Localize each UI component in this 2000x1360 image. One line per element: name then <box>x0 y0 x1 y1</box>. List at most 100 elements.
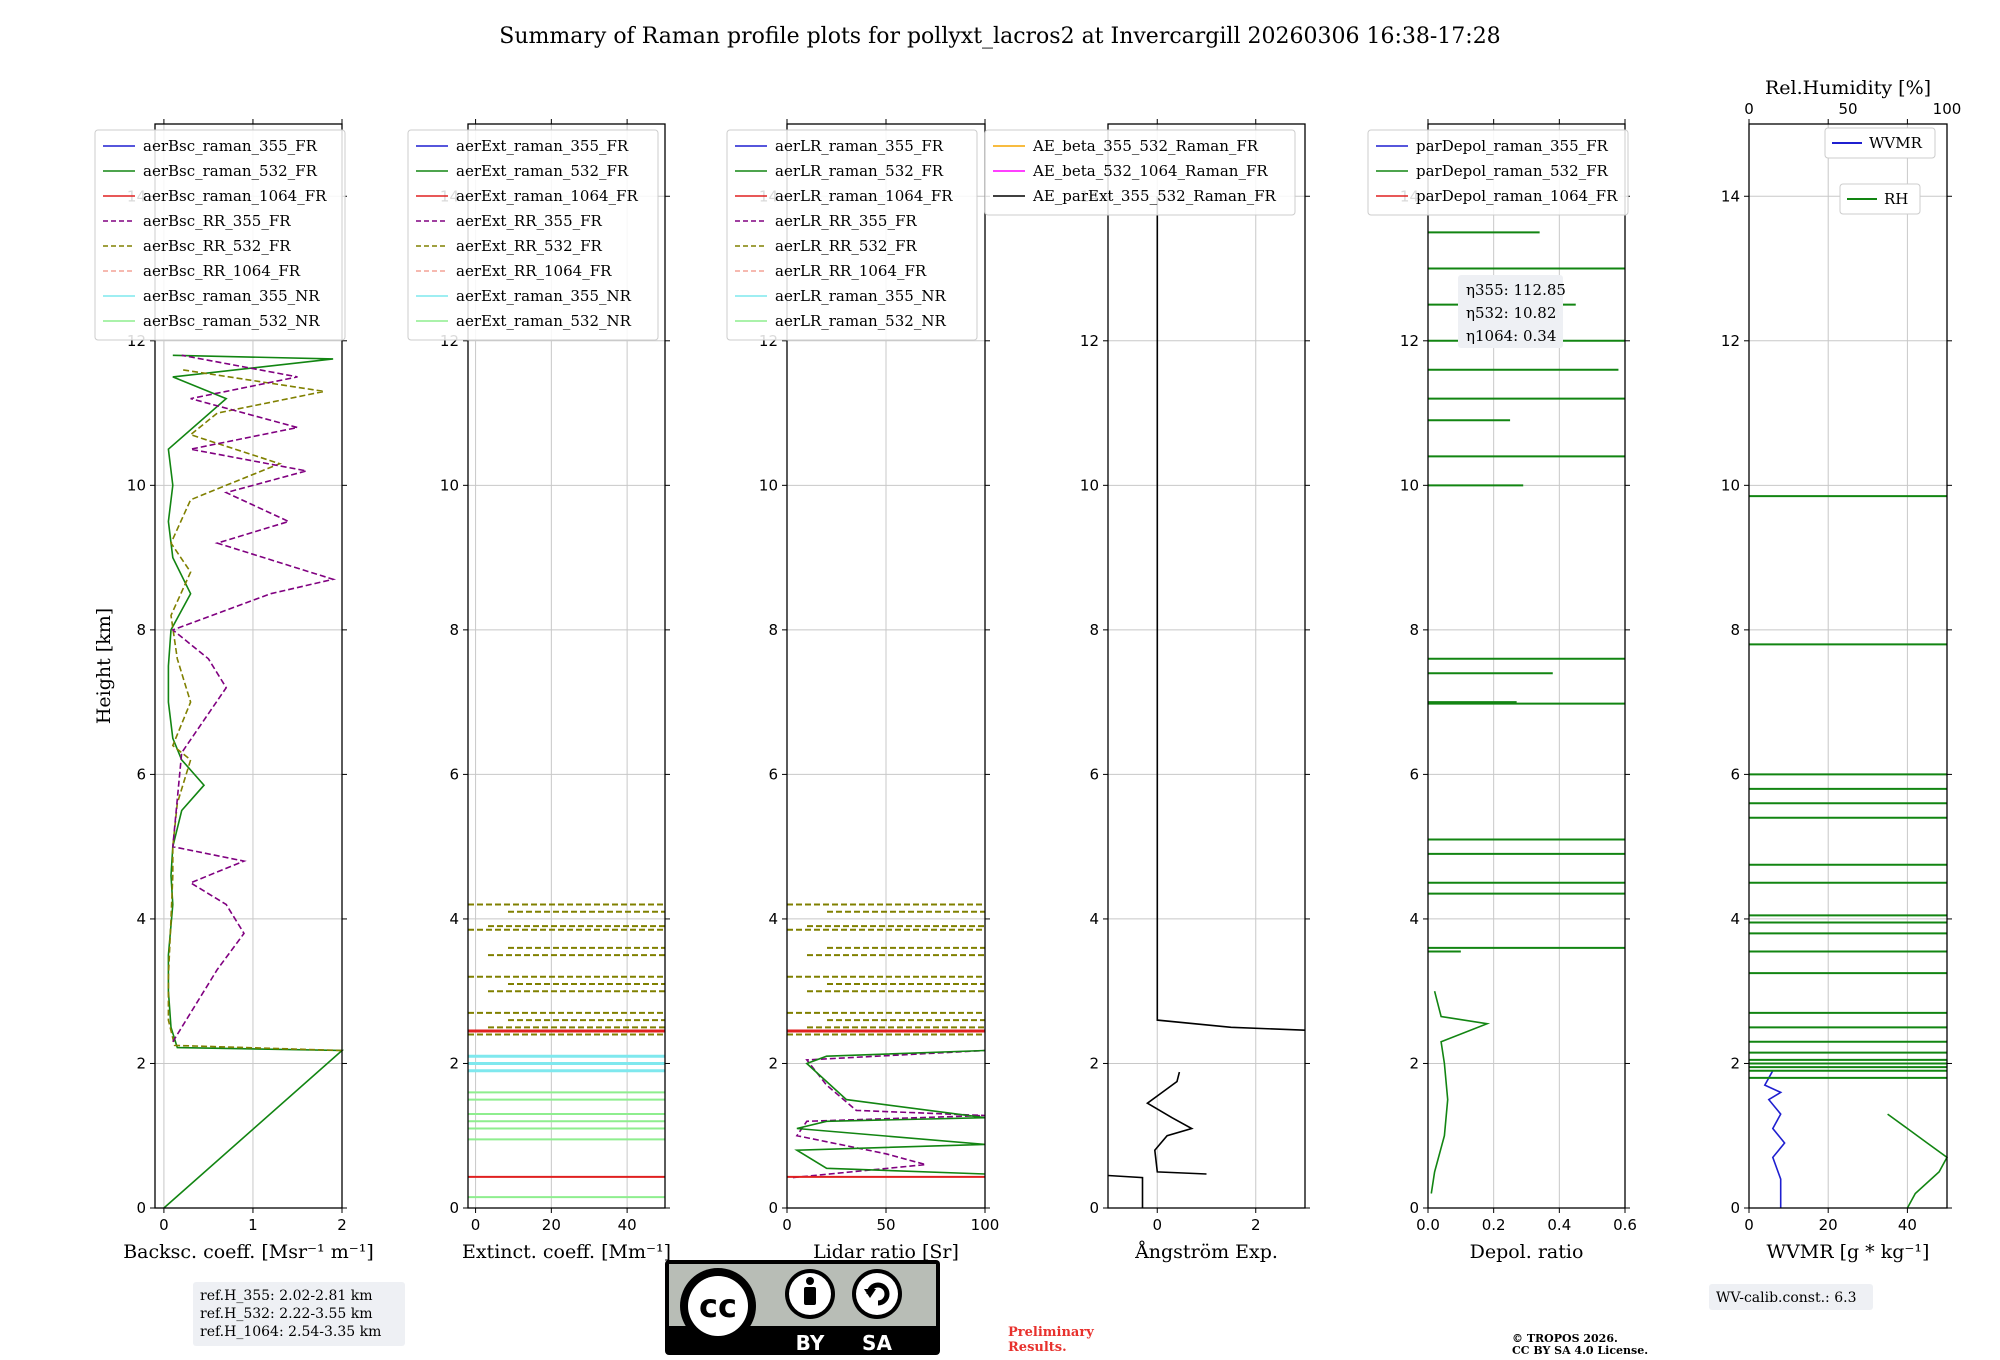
legend-label: aerLR_raman_532_FR <box>775 162 944 180</box>
panel-backscatter: 02468101214012Backsc. coeff. [Msr⁻¹ m⁻¹]… <box>93 119 374 1263</box>
eta-annotation: η355: 112.85 η532: 10.82 η1064: 0.34 <box>1458 275 1566 348</box>
x-tick-label: 0 <box>1152 1216 1162 1234</box>
preliminary-line-1: Preliminary <box>1008 1325 1094 1340</box>
legend-label: AE_beta_355_532_Raman_FR <box>1032 137 1259 155</box>
legend-label: aerBsc_raman_1064_FR <box>143 187 327 205</box>
y-tick-label: 6 <box>1409 765 1419 783</box>
y-tick-label: 14 <box>1721 187 1740 205</box>
y-tick-label: 8 <box>1089 621 1099 639</box>
series-aerBsc_raman_532_FR <box>163 354 345 1209</box>
legend-label: aerBsc_RR_355_FR <box>143 212 291 230</box>
y-tick-label: 8 <box>768 621 778 639</box>
legend-box <box>1839 183 1921 215</box>
legend-label: aerLR_RR_1064_FR <box>775 262 927 280</box>
legend-label: aerExt_RR_532_FR <box>456 237 603 255</box>
panel-lidar_ratio: 02468101214050100Lidar ratio [Sr]aerLR_r… <box>726 119 1000 1263</box>
series-RH <box>1887 1113 1949 1209</box>
y-tick-label: 0 <box>768 1199 778 1217</box>
y-tick-label: 12 <box>1721 332 1740 350</box>
y-tick-label: 8 <box>449 621 459 639</box>
y-tick-label: 2 <box>1089 1054 1099 1072</box>
series-aerBsc_RR_355_FR <box>171 354 337 1043</box>
preliminary-line-2: Results. <box>1008 1340 1067 1355</box>
legend-label: parDepol_raman_355_FR <box>1416 137 1609 155</box>
x-tick-label: 50 <box>876 1216 895 1234</box>
series-WVMR <box>1763 1070 1786 1208</box>
legend-label: parDepol_raman_532_FR <box>1416 162 1609 180</box>
y-tick-label: 6 <box>1089 765 1099 783</box>
ref-height-355: ref.H_355: 2.02-2.81 km <box>200 1288 373 1304</box>
x-tick-label: 0 <box>782 1216 792 1234</box>
y-tick-label: 2 <box>1730 1054 1740 1072</box>
x-tick-label: 20 <box>1819 1216 1838 1234</box>
x-tick-label: 0 <box>1744 1216 1754 1234</box>
legend-label: aerBsc_raman_355_NR <box>143 287 320 305</box>
axes-frame <box>1107 123 1306 1209</box>
ref-height-1064: ref.H_1064: 2.54-3.35 km <box>200 1324 381 1340</box>
legend-label: aerBsc_RR_1064_FR <box>143 262 301 280</box>
legend-label: aerExt_raman_355_NR <box>456 287 632 305</box>
y-tick-label: 8 <box>1409 621 1419 639</box>
y-tick-label: 10 <box>127 476 146 494</box>
annotation-line: η1064: 0.34 <box>1466 327 1556 345</box>
legend: aerBsc_raman_355_FR aerBsc_raman_532_FRae… <box>94 129 346 341</box>
x-tick-label: 0.4 <box>1547 1216 1571 1234</box>
legend-label: aerLR_RR_355_FR <box>775 212 917 230</box>
y-tick-label: 4 <box>1089 910 1099 928</box>
y-tick-label: 0 <box>136 1199 146 1217</box>
top-axis-label: Rel.Humidity [%] <box>1765 77 1931 99</box>
legend-label: aerExt_raman_1064_FR <box>456 187 638 205</box>
x-tick-label: 100 <box>971 1216 1000 1234</box>
y-tick-label: 10 <box>759 476 778 494</box>
legend-box <box>407 129 659 341</box>
panel-angstrom: 0246810121402Ångström Exp.AE_beta_355_53… <box>984 119 1310 1263</box>
legend: aerExt_raman_355_FR aerExt_raman_532_FRae… <box>407 129 659 341</box>
legend-label: aerExt_raman_532_NR <box>456 312 632 330</box>
y-tick-label: 10 <box>1080 476 1099 494</box>
x-tick-label: 40 <box>1898 1216 1917 1234</box>
y-tick-label: 4 <box>449 910 459 928</box>
x-axis-label: Ångström Exp. <box>1134 1241 1278 1263</box>
y-tick-label: 8 <box>136 621 146 639</box>
legend-label: AE_parExt_355_532_Raman_FR <box>1032 187 1277 205</box>
y-tick-label: 0 <box>1089 1199 1099 1217</box>
x-tick-label: 0.0 <box>1416 1216 1440 1234</box>
y-tick-label: 10 <box>440 476 459 494</box>
copyright-line-2: CC BY SA 4.0 License. <box>1512 1344 1648 1357</box>
axes-frame <box>1748 123 1948 1209</box>
x-tick-label: 0.2 <box>1482 1216 1506 1234</box>
y-tick-label: 6 <box>768 765 778 783</box>
x-tick-label: 0 <box>159 1216 169 1234</box>
y-tick-label: 4 <box>768 910 778 928</box>
legend-box <box>1367 129 1629 216</box>
y-tick-label: 6 <box>1730 765 1740 783</box>
legend: parDepol_raman_355_FR parDepol_raman_532_… <box>1367 129 1629 216</box>
annotation-box <box>1458 275 1563 348</box>
legend-label: AE_beta_532_1064_Raman_FR <box>1032 162 1268 180</box>
y-tick-label: 12 <box>1400 332 1419 350</box>
cc-mark: cc <box>699 1287 737 1325</box>
legend-label: aerExt_raman_355_FR <box>456 137 629 155</box>
series-aerLR_raman_532_FR <box>794 1049 986 1175</box>
y-tick-label: 0 <box>1730 1199 1740 1217</box>
legend-label: aerExt_RR_355_FR <box>456 212 603 230</box>
legend-box <box>1824 127 1936 159</box>
legend: WVMR RH <box>1824 127 1936 215</box>
legend-label: aerLR_raman_355_FR <box>775 137 944 155</box>
x-axis-label: Backsc. coeff. [Msr⁻¹ m⁻¹] <box>123 1241 374 1263</box>
y-axis-label: Height [km] <box>93 608 115 724</box>
x-tick-label: 1 <box>248 1216 258 1234</box>
top-tick-label: 0 <box>1744 100 1754 118</box>
legend-label: aerLR_RR_532_FR <box>775 237 917 255</box>
annotation-line: η532: 10.82 <box>1466 304 1556 322</box>
x-axis-label: Extinct. coeff. [Mm⁻¹] <box>462 1241 671 1263</box>
x-axis-label: Lidar ratio [Sr] <box>813 1241 959 1263</box>
series-parDepol_raman_532_FR <box>1430 991 1491 1194</box>
x-axis-label: Depol. ratio <box>1470 1241 1584 1263</box>
axes-frame <box>154 123 343 1209</box>
ref-height-532: ref.H_532: 2.22-3.55 km <box>200 1306 373 1322</box>
y-tick-label: 4 <box>1730 910 1740 928</box>
axes-frame <box>1427 123 1626 1209</box>
license-by: BY <box>796 1331 825 1355</box>
license-sa: SA <box>862 1331 892 1355</box>
